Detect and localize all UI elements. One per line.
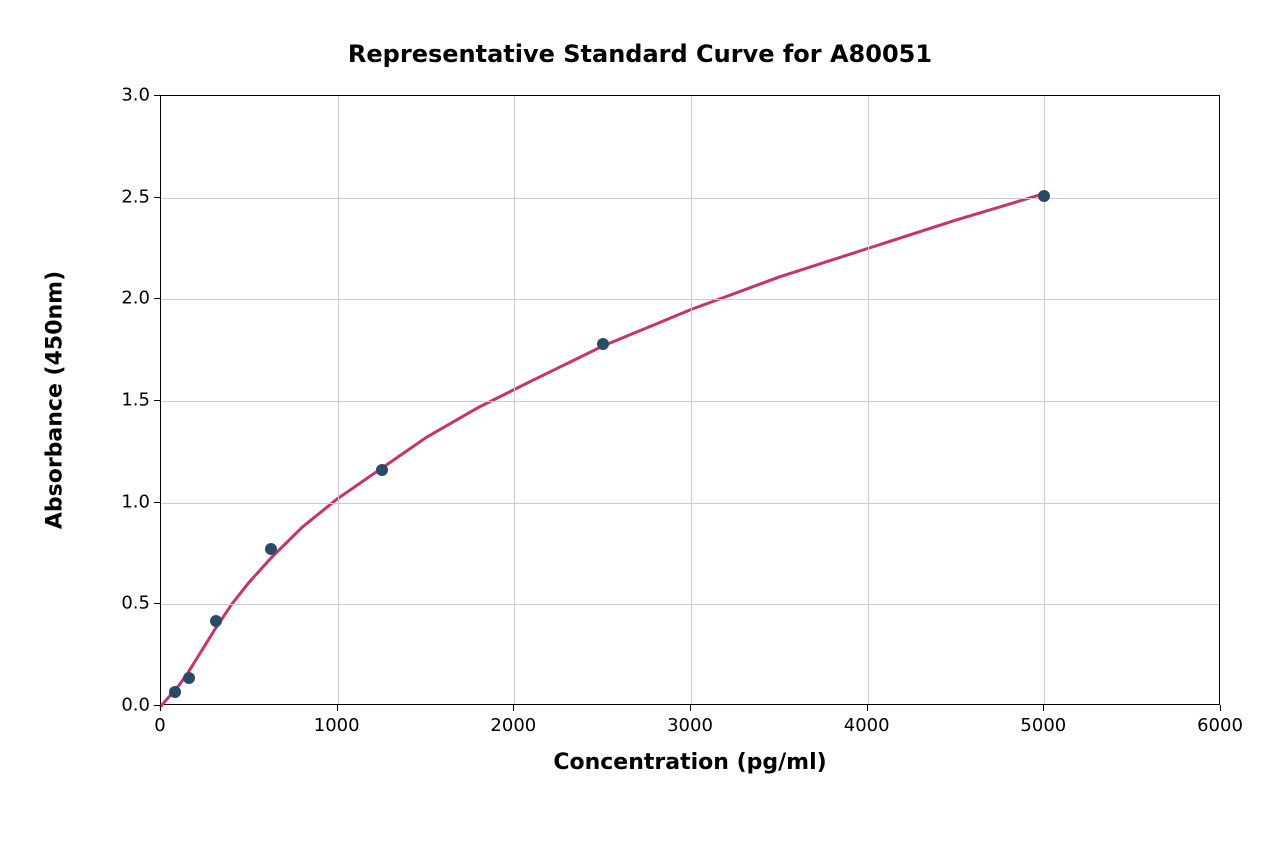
y-tick bbox=[154, 400, 160, 401]
data-point bbox=[183, 672, 195, 684]
chart-container: Representative Standard Curve for A80051… bbox=[0, 0, 1280, 845]
grid-line-vertical bbox=[691, 96, 692, 704]
x-axis-label: Concentration (pg/ml) bbox=[553, 750, 826, 775]
grid-line-vertical bbox=[1044, 96, 1045, 704]
y-tick bbox=[154, 603, 160, 604]
data-point bbox=[597, 338, 609, 350]
y-tick-label: 3.0 bbox=[110, 85, 150, 106]
grid-line-horizontal bbox=[161, 401, 1219, 402]
x-tick bbox=[1220, 705, 1221, 711]
y-tick bbox=[154, 298, 160, 299]
grid-line-horizontal bbox=[161, 198, 1219, 199]
grid-line-vertical bbox=[338, 96, 339, 704]
plot-area bbox=[160, 95, 1220, 705]
y-tick-label: 1.0 bbox=[110, 491, 150, 512]
data-point bbox=[1038, 190, 1050, 202]
chart-title: Representative Standard Curve for A80051 bbox=[0, 40, 1280, 68]
x-tick-label: 1000 bbox=[314, 715, 360, 736]
x-tick bbox=[337, 705, 338, 711]
y-tick-label: 0.5 bbox=[110, 593, 150, 614]
y-tick bbox=[154, 197, 160, 198]
grid-line-vertical bbox=[868, 96, 869, 704]
x-tick-label: 4000 bbox=[844, 715, 890, 736]
data-point bbox=[376, 464, 388, 476]
x-tick bbox=[160, 705, 161, 711]
x-tick bbox=[690, 705, 691, 711]
x-tick-label: 2000 bbox=[490, 715, 536, 736]
x-tick-label: 6000 bbox=[1197, 715, 1243, 736]
x-tick-label: 0 bbox=[154, 715, 165, 736]
y-tick-label: 1.5 bbox=[110, 390, 150, 411]
x-tick bbox=[513, 705, 514, 711]
y-tick-label: 2.5 bbox=[110, 186, 150, 207]
data-point bbox=[169, 686, 181, 698]
y-tick bbox=[154, 502, 160, 503]
data-point bbox=[265, 543, 277, 555]
data-point bbox=[210, 615, 222, 627]
x-tick bbox=[1043, 705, 1044, 711]
y-axis-label: Absorbance (450nm) bbox=[43, 271, 68, 529]
x-tick bbox=[867, 705, 868, 711]
grid-line-horizontal bbox=[161, 299, 1219, 300]
y-tick-label: 2.0 bbox=[110, 288, 150, 309]
grid-line-horizontal bbox=[161, 503, 1219, 504]
y-tick-label: 0.0 bbox=[110, 695, 150, 716]
grid-line-horizontal bbox=[161, 604, 1219, 605]
y-tick bbox=[154, 95, 160, 96]
grid-line-vertical bbox=[514, 96, 515, 704]
x-tick-label: 5000 bbox=[1020, 715, 1066, 736]
y-tick bbox=[154, 705, 160, 706]
x-tick-label: 3000 bbox=[667, 715, 713, 736]
